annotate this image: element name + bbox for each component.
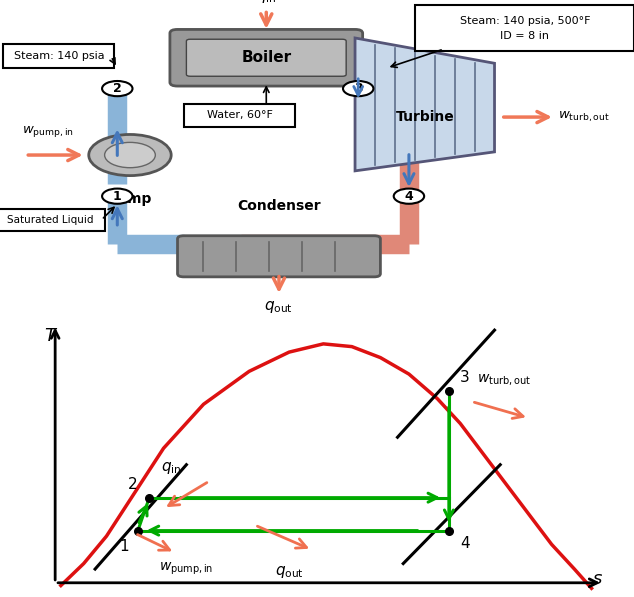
Text: Boiler: Boiler — [241, 50, 292, 65]
Text: 2: 2 — [127, 477, 137, 492]
Circle shape — [89, 134, 171, 176]
Polygon shape — [355, 38, 495, 171]
FancyBboxPatch shape — [186, 39, 346, 76]
Text: Condenser: Condenser — [237, 199, 321, 213]
Text: $w_{\mathrm{pump,in}}$: $w_{\mathrm{pump,in}}$ — [22, 124, 74, 139]
FancyBboxPatch shape — [184, 104, 295, 127]
Text: $s$: $s$ — [592, 570, 603, 588]
FancyBboxPatch shape — [3, 44, 114, 68]
Text: 1: 1 — [113, 190, 122, 202]
Text: 3: 3 — [460, 370, 470, 385]
Circle shape — [102, 189, 133, 204]
Text: $w_{\mathrm{pump,in}}$: $w_{\mathrm{pump,in}}$ — [159, 561, 214, 577]
Circle shape — [343, 81, 373, 96]
FancyBboxPatch shape — [178, 236, 380, 277]
Text: Saturated Liquid: Saturated Liquid — [8, 216, 94, 225]
FancyBboxPatch shape — [170, 29, 363, 86]
Text: $w_{\mathrm{turb,out}}$: $w_{\mathrm{turb,out}}$ — [558, 110, 610, 124]
Circle shape — [105, 143, 155, 168]
Text: $q_{\mathrm{in}}$: $q_{\mathrm{in}}$ — [256, 0, 276, 5]
Text: $q_{\mathrm{out}}$: $q_{\mathrm{out}}$ — [275, 564, 304, 580]
Text: 3: 3 — [354, 82, 363, 95]
FancyBboxPatch shape — [415, 5, 634, 51]
Text: 4: 4 — [404, 190, 413, 202]
Text: 2: 2 — [113, 82, 122, 95]
Circle shape — [102, 81, 133, 96]
Text: Water, 60°F: Water, 60°F — [207, 110, 273, 121]
Text: ID = 8 in: ID = 8 in — [500, 32, 550, 41]
Text: Turbine: Turbine — [396, 110, 454, 124]
Text: Pump: Pump — [108, 192, 152, 207]
Text: 4: 4 — [460, 536, 470, 551]
Text: $q_{\mathrm{in}}$: $q_{\mathrm{in}}$ — [161, 460, 181, 476]
Text: Steam: 140 psia: Steam: 140 psia — [14, 51, 104, 61]
Text: $T$: $T$ — [44, 327, 58, 346]
Text: $q_{\mathrm{out}}$: $q_{\mathrm{out}}$ — [264, 299, 294, 315]
FancyBboxPatch shape — [0, 210, 105, 231]
Text: $w_{\mathrm{turb,out}}$: $w_{\mathrm{turb,out}}$ — [477, 373, 531, 388]
Text: Steam: 140 psia, 500°F: Steam: 140 psia, 500°F — [460, 16, 590, 26]
Text: 1: 1 — [119, 539, 129, 554]
Circle shape — [394, 189, 424, 204]
